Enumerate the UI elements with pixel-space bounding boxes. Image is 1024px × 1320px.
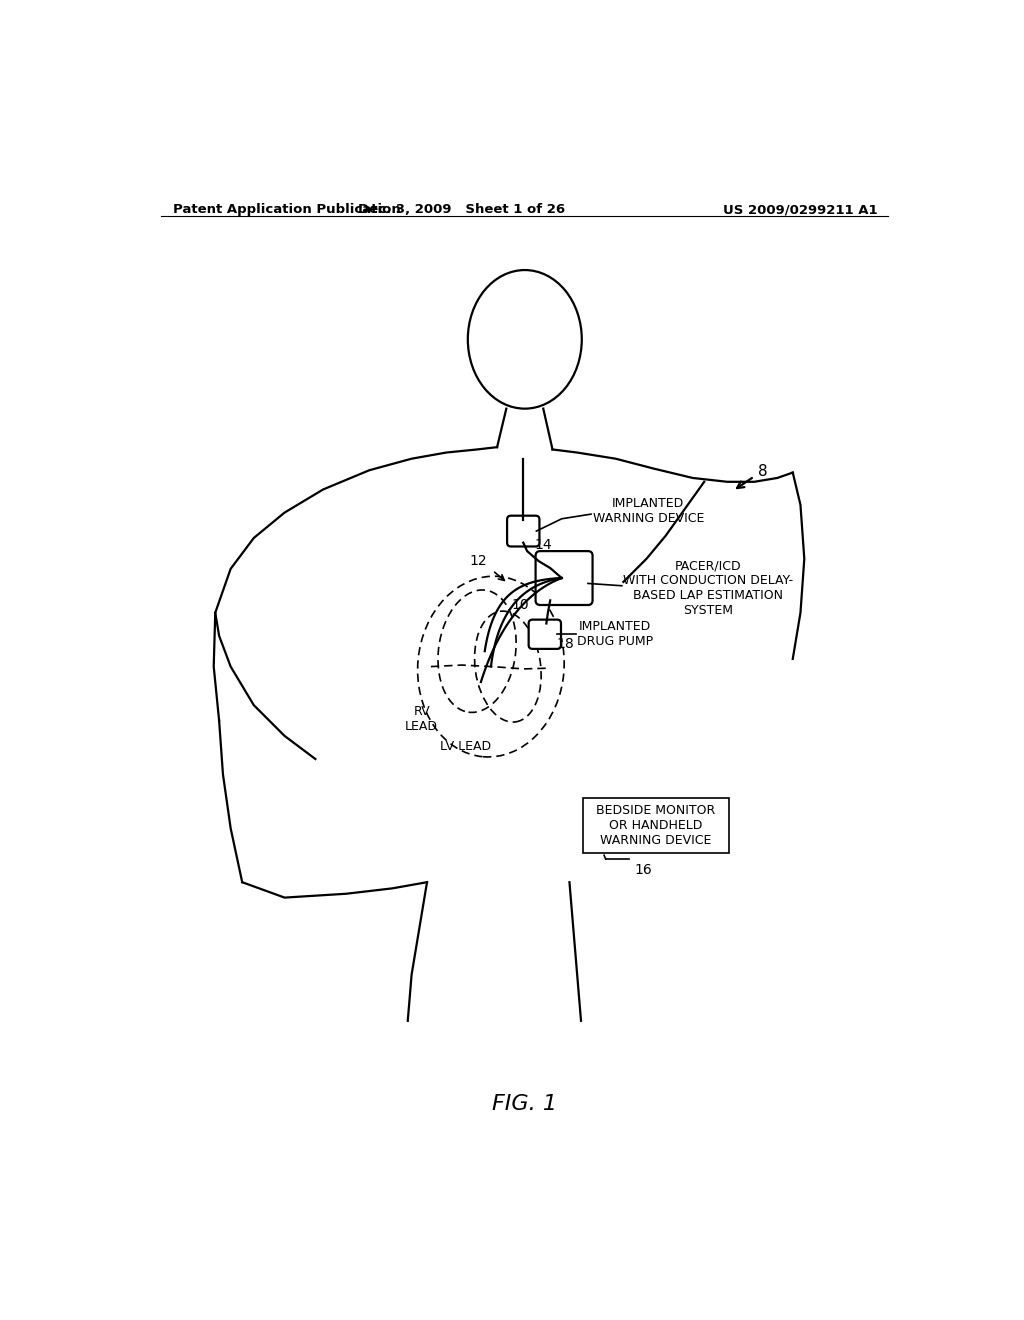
Text: Dec. 3, 2009   Sheet 1 of 26: Dec. 3, 2009 Sheet 1 of 26 [358,203,565,216]
Text: Patent Application Publication: Patent Application Publication [173,203,400,216]
Text: 12: 12 [470,554,487,568]
FancyBboxPatch shape [507,516,540,546]
Text: 14: 14 [535,539,552,552]
Text: US 2009/0299211 A1: US 2009/0299211 A1 [723,203,878,216]
Text: 18: 18 [556,636,574,651]
Text: IMPLANTED
WARNING DEVICE: IMPLANTED WARNING DEVICE [593,498,703,525]
Text: 16: 16 [635,863,652,876]
Text: 8: 8 [758,465,768,479]
FancyBboxPatch shape [528,619,561,649]
FancyBboxPatch shape [536,552,593,605]
Text: PACER/ICD
WITH CONDUCTION DELAY-
BASED LAP ESTIMATION
SYSTEM: PACER/ICD WITH CONDUCTION DELAY- BASED L… [624,560,794,616]
Text: FIG. 1: FIG. 1 [493,1094,557,1114]
Text: BEDSIDE MONITOR
OR HANDHELD
WARNING DEVICE: BEDSIDE MONITOR OR HANDHELD WARNING DEVI… [596,804,716,846]
Text: LV LEAD: LV LEAD [440,739,492,752]
Text: RV
LEAD: RV LEAD [406,705,438,733]
Text: 10: 10 [512,598,529,612]
Text: IMPLANTED
DRUG PUMP: IMPLANTED DRUG PUMP [578,620,653,648]
